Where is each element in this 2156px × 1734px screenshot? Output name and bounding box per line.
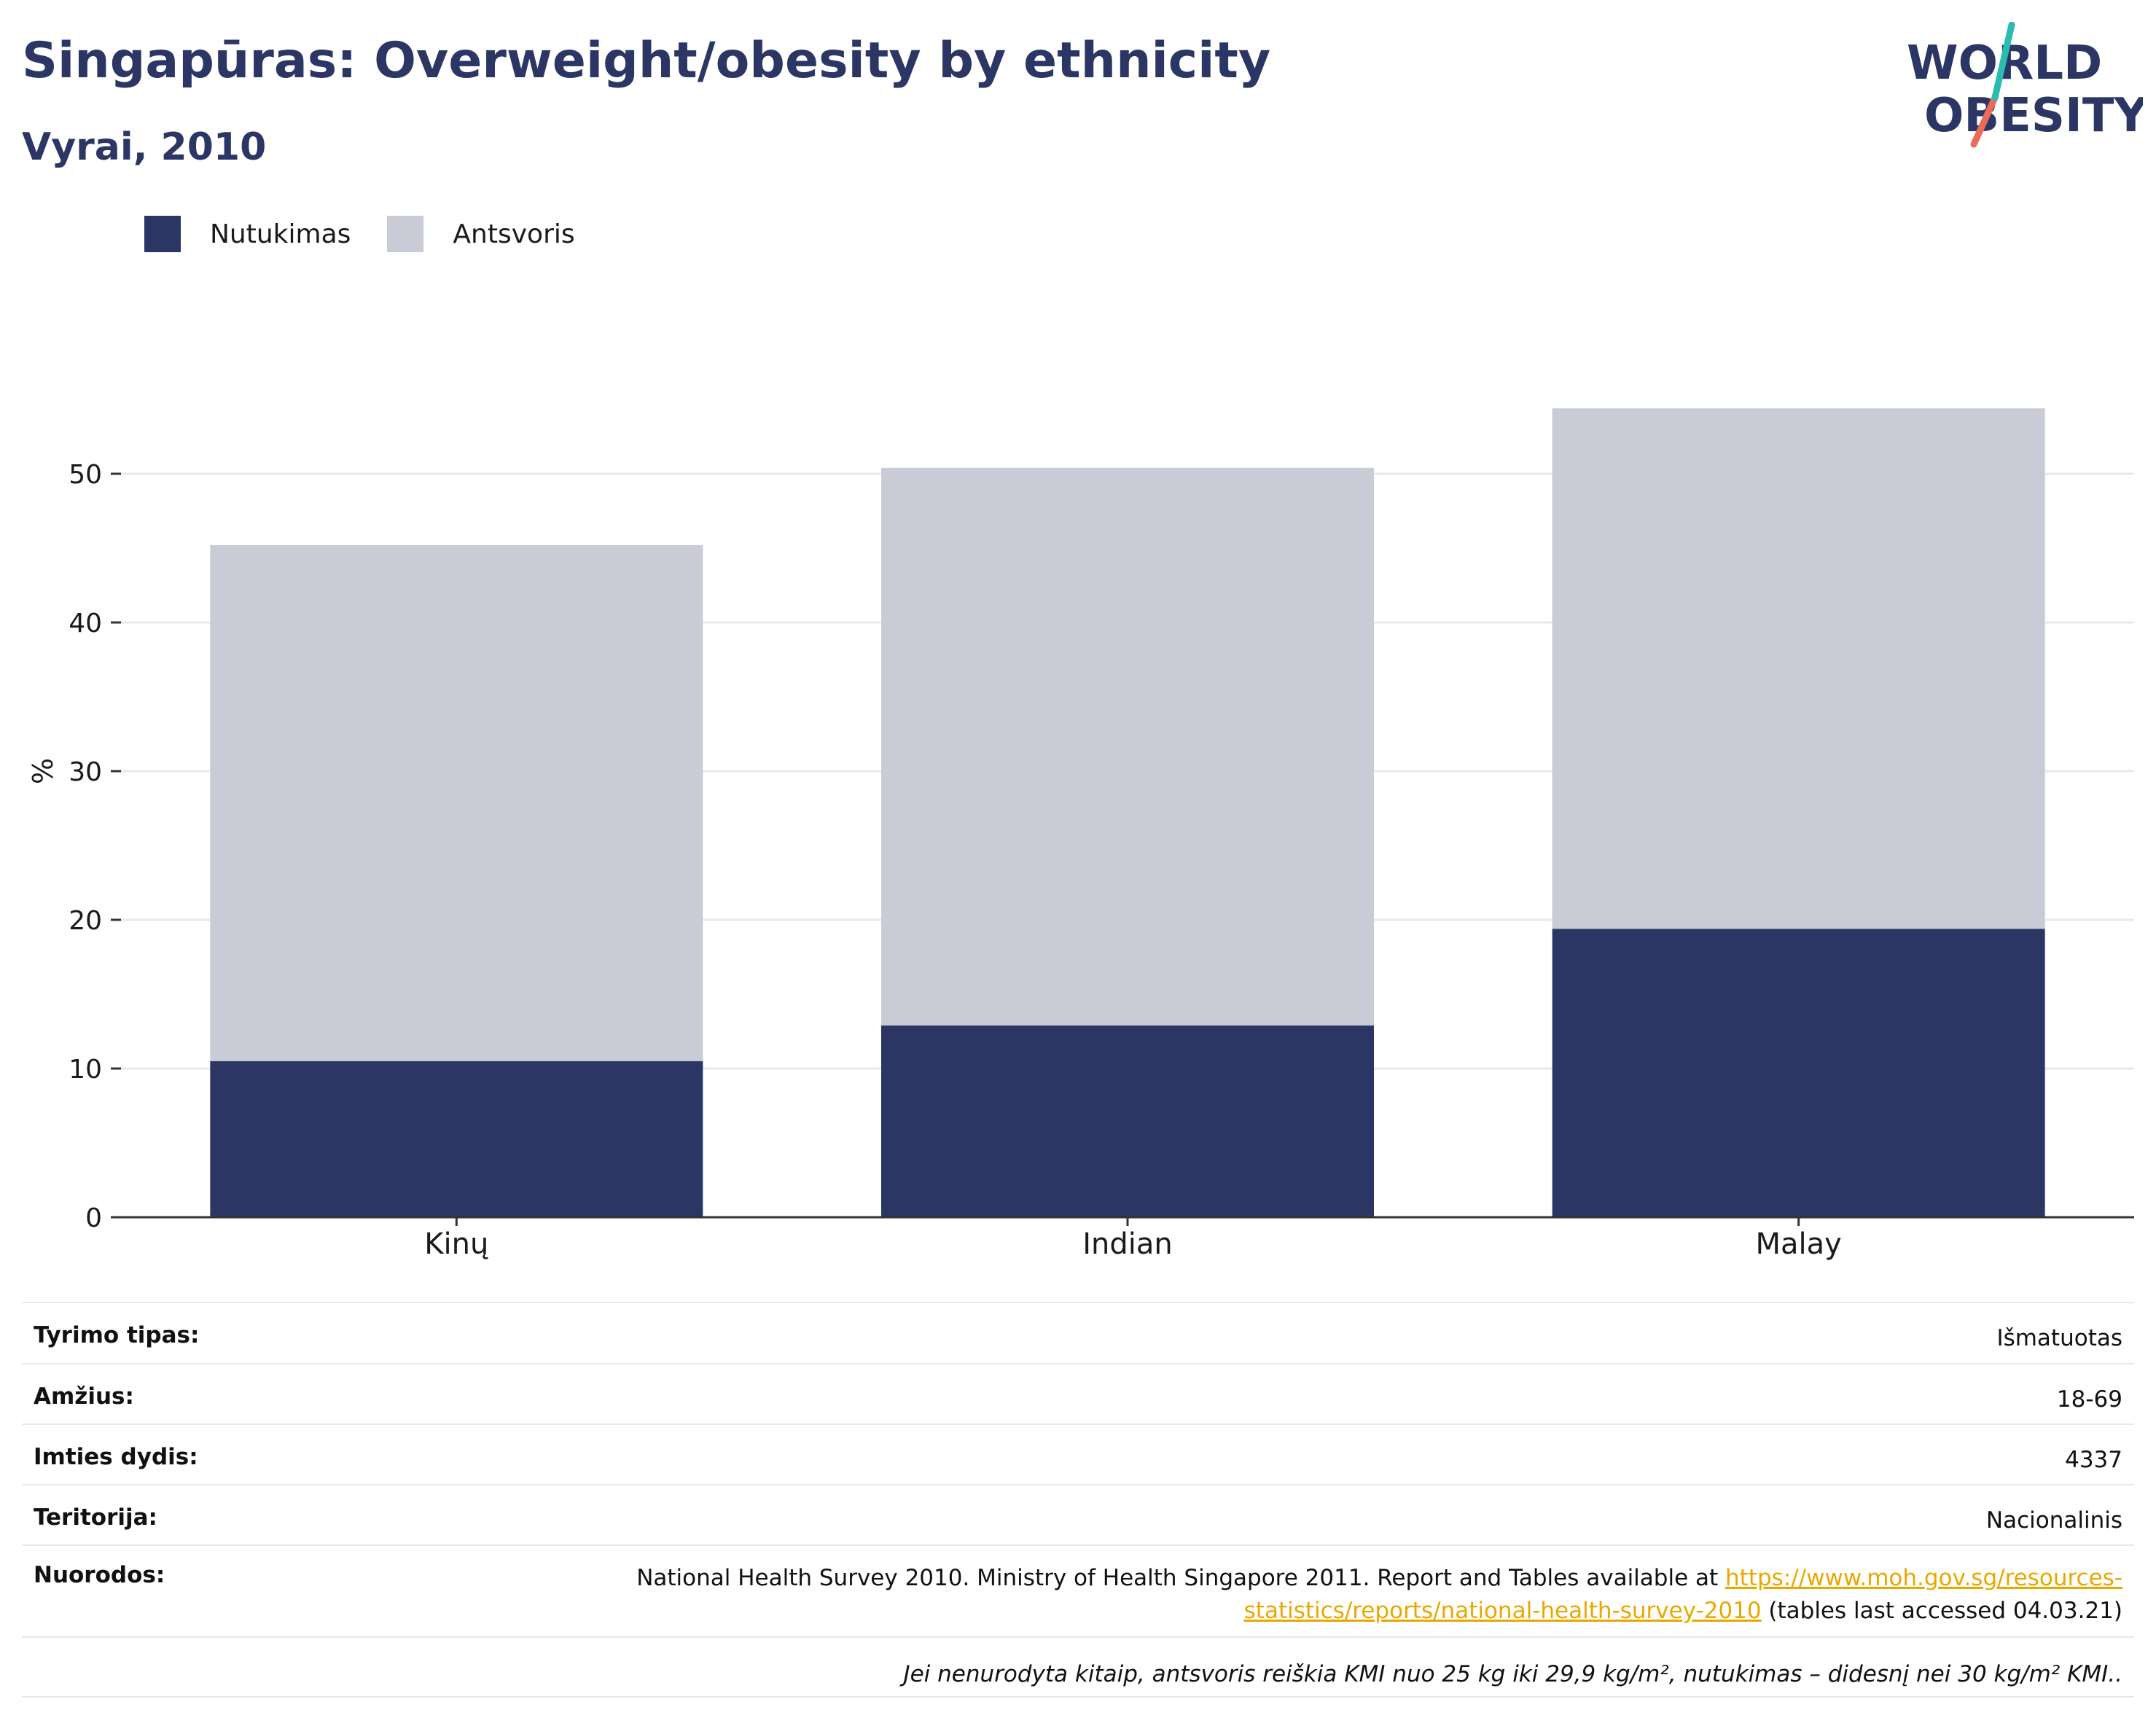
logo-line2: OBESITY — [1924, 89, 2143, 143]
meta-row-age: Amžius: 18-69 — [22, 1363, 2134, 1423]
y-tick-label: 10 — [69, 1055, 102, 1085]
metadata-table: Tyrimo tipas: Išmatuotas Amžius: 18-69 I… — [22, 1302, 2134, 1698]
y-tick-label: 50 — [69, 460, 102, 490]
y-tick-label: 30 — [69, 757, 102, 787]
references-link-part1[interactable]: https://www.moh.gov.sg/resources- — [1725, 1565, 2122, 1591]
bars — [210, 408, 2045, 1217]
y-tick-label: 40 — [69, 609, 102, 638]
y-tick-label: 0 — [85, 1203, 102, 1233]
references-text-after: (tables last accessed 04.03.21) — [1761, 1598, 2122, 1624]
legend-swatch-overweight — [387, 216, 424, 252]
meta-row-territory: Teritorija: Nacionalinis — [22, 1484, 2134, 1544]
meta-value: Išmatuotas — [1996, 1325, 2122, 1351]
meta-label: Amžius: — [34, 1383, 134, 1410]
references-link-part2[interactable]: statistics/reports/national-health-surve… — [1243, 1598, 1762, 1624]
bar-obesity-3[interactable] — [1552, 929, 2045, 1217]
legend-swatch-obesity — [144, 216, 181, 252]
references-text: National Health Survey 2010. Ministry of… — [636, 1562, 2122, 1628]
x-tick-label: Malay — [1756, 1227, 1842, 1261]
meta-row-sample-size: Imties dydis: 4337 — [22, 1423, 2134, 1484]
meta-label: Imties dydis: — [34, 1444, 198, 1470]
world-obesity-logo: WORLD OBESITY — [1907, 22, 2143, 148]
legend-item-overweight[interactable]: Antsvoris — [387, 216, 575, 252]
meta-label: Tyrimo tipas: — [34, 1322, 200, 1348]
bar-overweight-2[interactable] — [881, 467, 1374, 1026]
meta-value: Nacionalinis — [1985, 1507, 2122, 1534]
bar-obesity-1[interactable] — [210, 1061, 703, 1217]
x-tick-label: Kinų — [424, 1227, 488, 1261]
meta-row-references: Nuorodos: National Health Survey 2010. M… — [22, 1544, 2134, 1636]
references-text-before: National Health Survey 2010. Ministry of… — [636, 1565, 1726, 1591]
bar-obesity-2[interactable] — [881, 1025, 1374, 1217]
x-axis-ticks: Kinų Indian Malay — [424, 1217, 1842, 1261]
footnote: Jei nenurodyta kitaip, antsvoris reiškia… — [22, 1636, 2134, 1698]
meta-row-survey-type: Tyrimo tipas: Išmatuotas — [22, 1302, 2134, 1363]
stacked-bar-chart: 0 10 20 30 40 50 Kinų Indian Malay % — [27, 408, 2134, 1261]
meta-value: 4337 — [2065, 1447, 2122, 1473]
bar-overweight-3[interactable] — [1552, 408, 2045, 929]
x-tick-label: Indian — [1082, 1227, 1173, 1261]
y-tick-label: 20 — [69, 906, 102, 936]
meta-label: Teritorija: — [34, 1504, 157, 1531]
bar-overweight-1[interactable] — [210, 544, 703, 1061]
y-axis-ticks: 0 10 20 30 40 50 — [69, 460, 121, 1233]
chart-subtitle: Vyrai, 2010 — [22, 125, 267, 169]
legend-item-obesity[interactable]: Nutukimas — [144, 216, 351, 252]
legend-label-obesity: Nutukimas — [210, 219, 351, 249]
meta-label: Nuorodos: — [34, 1562, 165, 1588]
legend: Nutukimas Antsvoris — [144, 216, 612, 252]
meta-value: 18-69 — [2056, 1386, 2122, 1413]
legend-label-overweight: Antsvoris — [453, 219, 575, 249]
y-axis-label: % — [27, 758, 59, 784]
chart-title: Singapūras: Overweight/obesity by ethnic… — [22, 32, 1271, 90]
